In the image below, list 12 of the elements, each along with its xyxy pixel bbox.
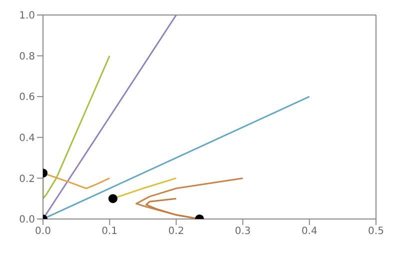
y-tick-label: 0.0: [19, 214, 35, 226]
x-tick-label: 0.3: [234, 226, 251, 238]
x-tick-label: 0.1: [102, 226, 118, 238]
y-tick-label: 0.6: [19, 92, 35, 104]
y-tick-label: 0.4: [19, 132, 35, 144]
x-tick-label: 0.5: [368, 226, 384, 238]
y-tick-label: 0.2: [19, 174, 35, 185]
x-tick-label: 0.0: [35, 226, 51, 238]
y-tick-label: 1.0: [19, 10, 35, 22]
y-tick-label: 0.8: [19, 51, 35, 62]
x-tick-label: 0.2: [168, 226, 184, 238]
x-tick-label: 0.4: [301, 226, 318, 238]
